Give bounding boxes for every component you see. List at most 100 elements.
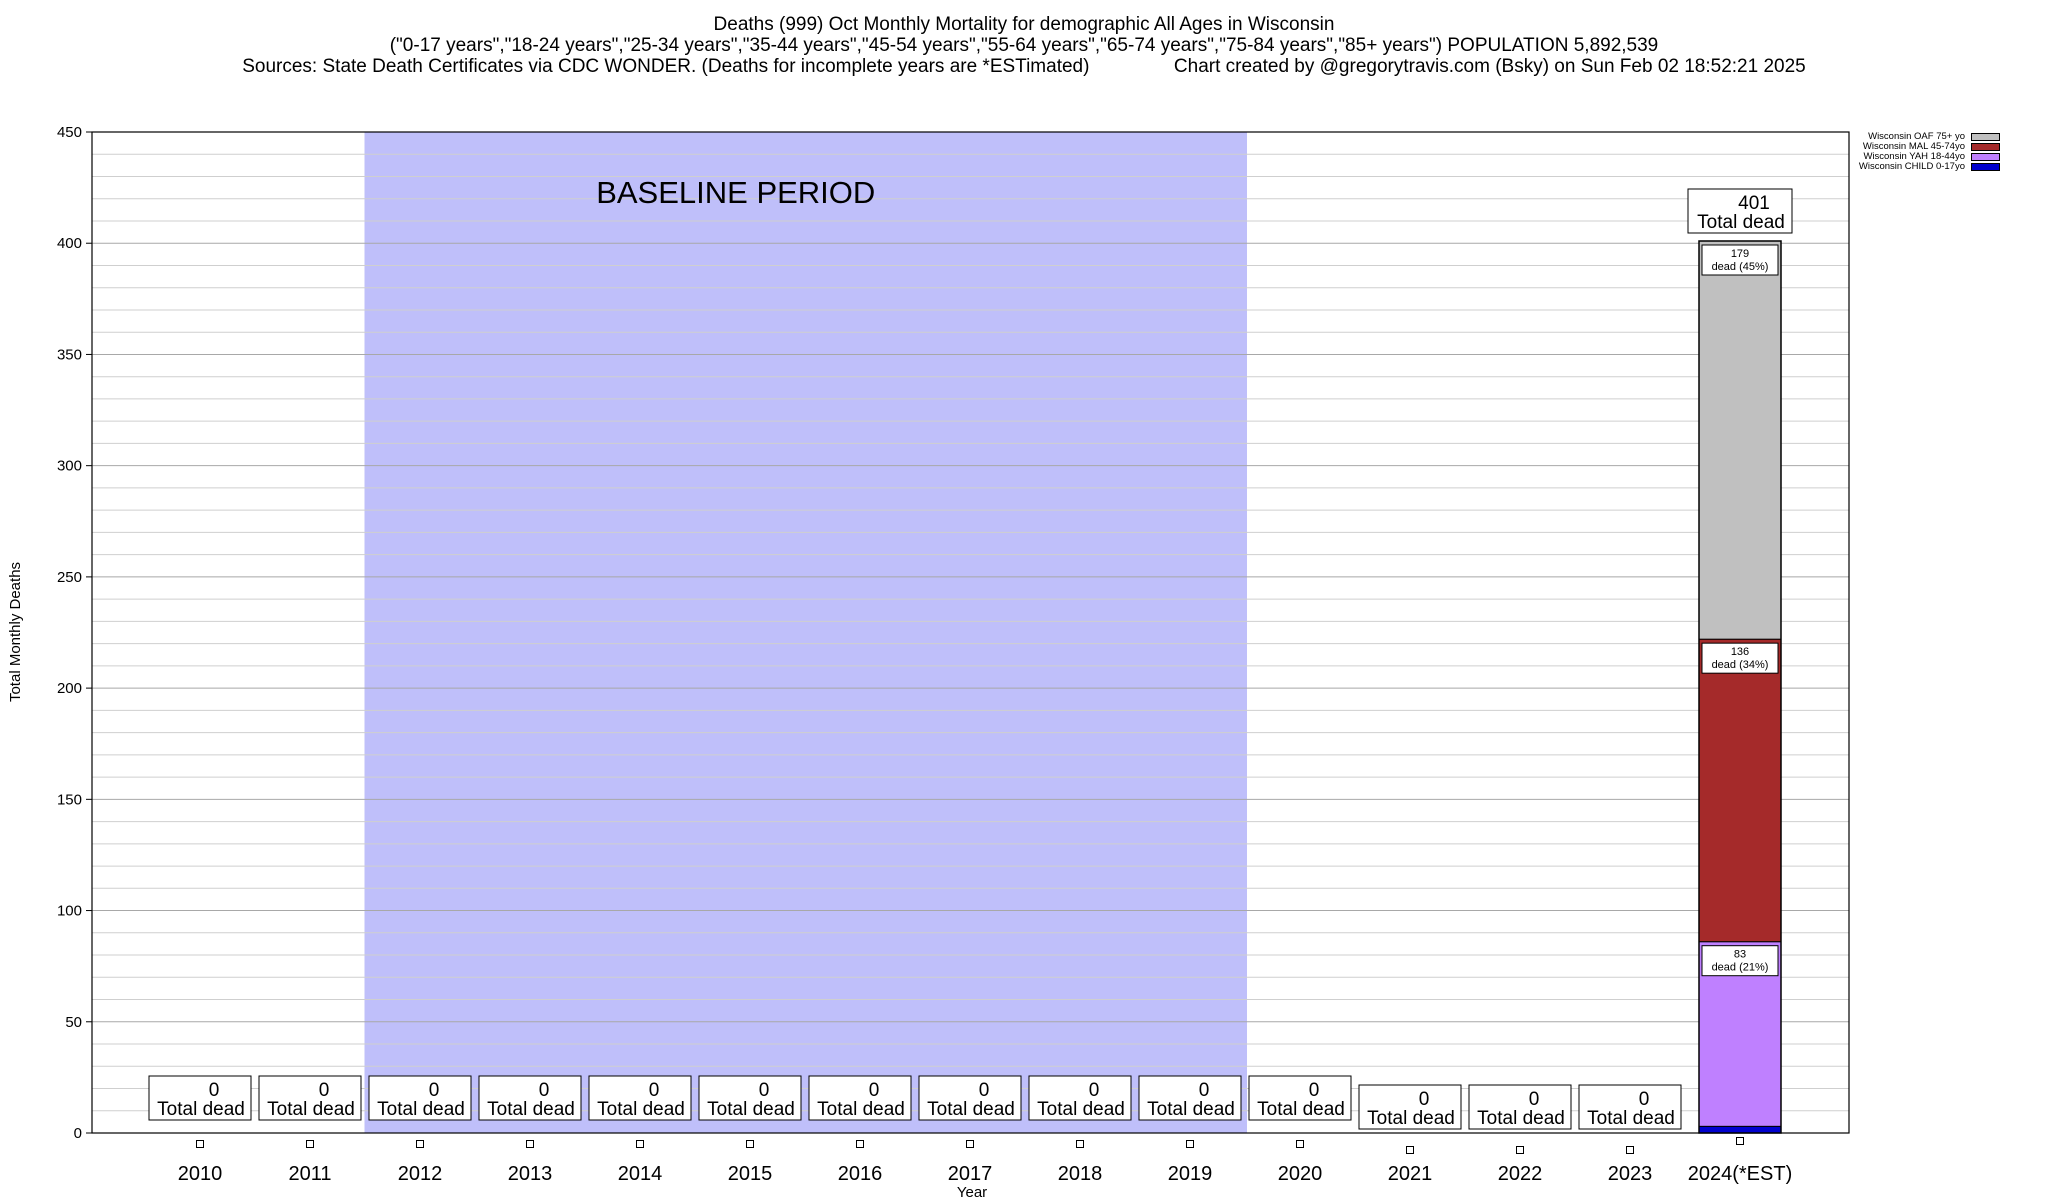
chart-title: Deaths (999) Oct Monthly Mortality for d… (0, 14, 2048, 77)
segment-label-text: dead (34%) (1712, 659, 1769, 671)
total-label-value: 0 (539, 1080, 550, 1101)
total-label-value: 0 (1529, 1089, 1540, 1110)
legend-item: Wisconsin CHILD 0-17yo (1859, 162, 2000, 172)
point-marker (1186, 1140, 1194, 1148)
bar-segment (1698, 1125, 1782, 1134)
bar-segment (1698, 638, 1782, 943)
total-label-value: 401 (1738, 193, 1770, 214)
total-label-box (698, 1075, 802, 1121)
x-tick-label: 2017 (948, 1163, 993, 1185)
legend-swatch (1971, 133, 2000, 141)
bar-segment (1698, 240, 1782, 640)
total-label-box (1578, 1084, 1682, 1130)
chart-source-text: Sources: State Death Certificates via CD… (242, 56, 1090, 77)
segment-label-box (1701, 642, 1779, 674)
x-tick-label: 2021 (1388, 1163, 1433, 1185)
x-tick-label: 2018 (1058, 1163, 1103, 1185)
y-tick-label: 250 (57, 569, 82, 586)
total-label-value: 0 (1639, 1089, 1650, 1110)
segment-label-value: 83 (1734, 949, 1746, 961)
x-tick-label: 2023 (1608, 1163, 1653, 1185)
x-tick-label: 2015 (728, 1163, 773, 1185)
total-label-value: 0 (209, 1080, 220, 1101)
total-label-text: Total dead (1147, 1099, 1235, 1120)
segment-label-box (1701, 945, 1779, 977)
total-label-value: 0 (649, 1080, 660, 1101)
total-label-value: 0 (1309, 1080, 1320, 1101)
total-label-text: Total dead (1587, 1108, 1675, 1129)
legend-item: Wisconsin MAL 45-74yo (1859, 142, 2000, 152)
point-marker (526, 1140, 534, 1148)
total-label-value: 0 (1199, 1080, 1210, 1101)
total-label-text: Total dead (1477, 1108, 1565, 1129)
total-label-box (1248, 1075, 1352, 1121)
total-label-text: Total dead (597, 1099, 685, 1120)
total-label-text: Total dead (707, 1099, 795, 1120)
total-label-text: Total dead (1367, 1108, 1455, 1129)
point-marker (1626, 1146, 1634, 1154)
plot-frame (91, 131, 1850, 1134)
segment-label-text: dead (45%) (1712, 261, 1769, 273)
y-tick-label: 50 (65, 1014, 82, 1031)
x-tick-label: 2022 (1498, 1163, 1543, 1185)
total-label-text: Total dead (157, 1099, 245, 1120)
total-label-text: Total dead (267, 1099, 355, 1120)
total-label-text: Total dead (487, 1099, 575, 1120)
total-label-value: 0 (979, 1080, 990, 1101)
point-marker (966, 1140, 974, 1148)
total-label-box (258, 1075, 362, 1121)
point-marker (416, 1140, 424, 1148)
legend-swatch (1971, 153, 2000, 161)
x-tick-label: 2016 (838, 1163, 883, 1185)
point-marker (1296, 1140, 1304, 1148)
total-label-box (1028, 1075, 1132, 1121)
total-label-box (808, 1075, 912, 1121)
y-tick-label: 300 (57, 458, 82, 475)
legend-label: Wisconsin CHILD 0-17yo (1858, 161, 1965, 172)
total-label-text: Total dead (377, 1099, 465, 1120)
legend-item: Wisconsin OAF 75+ yo (1859, 132, 2000, 142)
chart-title-line-1: Deaths (999) Oct Monthly Mortality for d… (713, 14, 1335, 35)
point-marker (1406, 1146, 1414, 1154)
total-label-box (918, 1075, 1022, 1121)
point-marker (856, 1140, 864, 1148)
x-tick-label: 2020 (1278, 1163, 1323, 1185)
total-label-box (148, 1075, 252, 1121)
x-tick-label: 2024(*EST) (1688, 1163, 1793, 1185)
legend-swatch (1971, 143, 2000, 151)
point-marker (306, 1140, 314, 1148)
x-tick-label: 2011 (288, 1163, 331, 1185)
x-tick-label: 2010 (178, 1163, 223, 1185)
baseline-band (364, 132, 1247, 1133)
x-tick-label: 2019 (1168, 1163, 1213, 1185)
y-tick-label: 100 (57, 903, 82, 920)
total-label-box (368, 1075, 472, 1121)
total-label-text: Total dead (817, 1099, 905, 1120)
x-tick-label: 2012 (398, 1163, 443, 1185)
segment-label-value: 179 (1731, 248, 1749, 260)
legend-label: Wisconsin MAL 45-74yo (1862, 141, 1965, 152)
point-marker (636, 1140, 644, 1148)
total-label-text: Total dead (1697, 212, 1785, 233)
y-axis-label: Total Monthly Deaths (7, 562, 24, 702)
total-label-box (1468, 1084, 1572, 1130)
x-tick-label: 2014 (618, 1163, 663, 1185)
point-marker (196, 1140, 204, 1148)
total-label-box (1358, 1084, 1462, 1130)
x-tick-label: 2013 (508, 1163, 553, 1185)
point-marker (1516, 1146, 1524, 1154)
total-label-box (1687, 188, 1793, 234)
total-label-text: Total dead (1037, 1099, 1125, 1120)
chart-title-line-2: ("0-17 years","18-24 years","25-34 years… (389, 35, 1659, 56)
x-axis-label: Year (957, 1184, 987, 1200)
baseline-band-label: BASELINE PERIOD (596, 175, 875, 210)
legend-swatch (1971, 163, 2000, 171)
segment-label-text: dead (21%) (1712, 962, 1769, 974)
total-label-value: 0 (1419, 1089, 1430, 1110)
total-label-value: 0 (759, 1080, 770, 1101)
total-label-box (588, 1075, 692, 1121)
point-marker (746, 1140, 754, 1148)
legend-label: Wisconsin YAH 18-44yo (1863, 151, 1965, 162)
y-tick-label: 200 (57, 680, 82, 697)
